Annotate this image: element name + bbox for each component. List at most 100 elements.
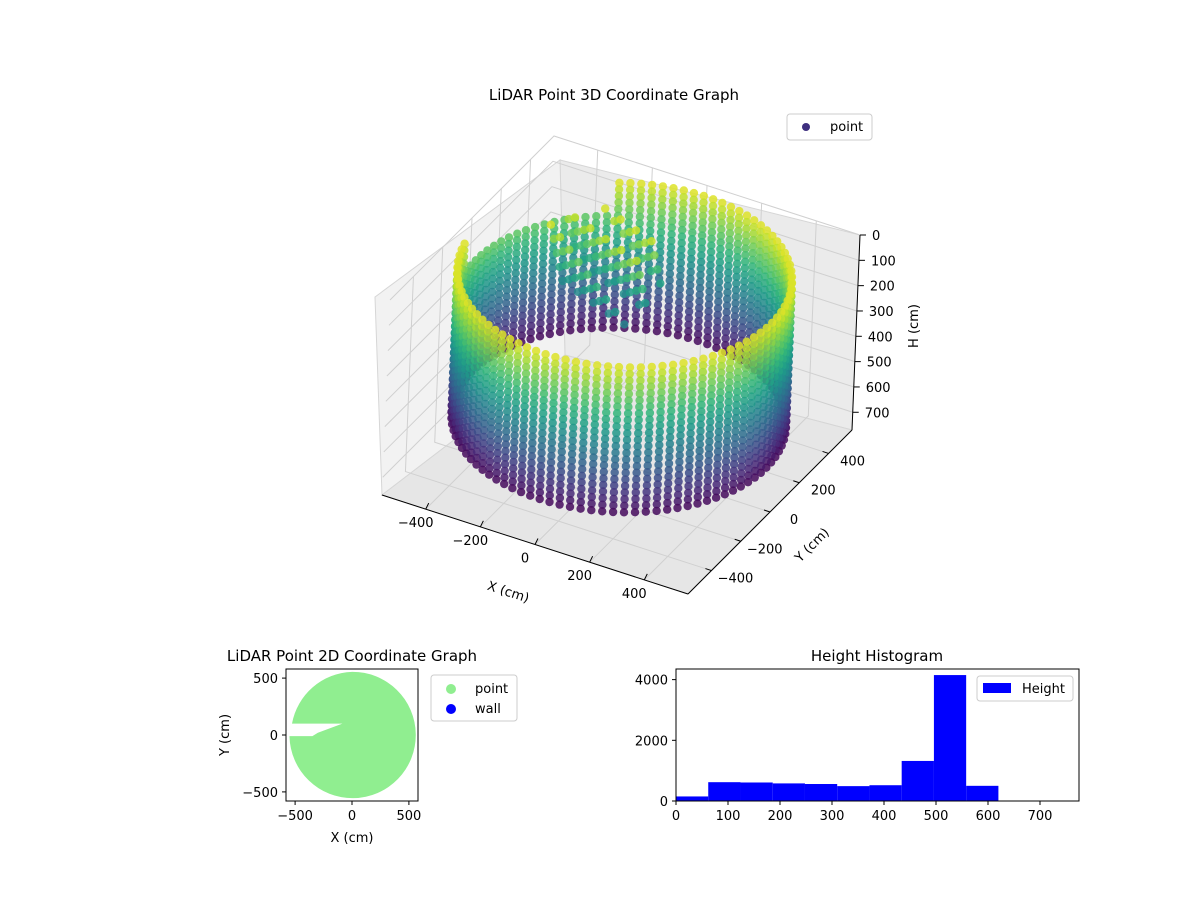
point-3d [686,429,695,438]
histogram-bar [933,675,967,801]
point-3d [707,234,716,243]
point-3d [591,394,601,403]
z-tick-label-3d: 200 [870,280,895,295]
point-3d [601,264,610,274]
point-3d [520,259,529,268]
point-3d [699,354,708,363]
point-3d [489,248,498,257]
point-3d [636,205,645,215]
point-3d [745,321,755,330]
point-3d [598,507,607,516]
point-3d [551,352,560,362]
x-tick-labels-histogram: 0 100 200 300 400 500 600 700 [672,801,1052,824]
point-3d [566,476,576,485]
point-3d [577,298,587,307]
point-3d [679,358,688,368]
point-3d [668,360,678,369]
point-3d [642,487,651,497]
point-3d [537,442,546,451]
point-3d [504,361,514,370]
plot-area-2d [289,671,416,799]
point-3d [675,285,684,294]
point-3d [678,212,687,221]
point-3d [512,391,521,401]
point-3d [713,467,722,476]
point-3d [501,446,510,456]
point-3d [549,385,559,395]
point-3d [716,251,725,260]
point-3d [739,403,749,412]
point-3d [610,290,619,299]
point-3d [539,233,549,242]
point-3d [684,475,693,484]
point-3d [502,413,512,423]
point-3d [708,201,718,211]
point-3d [631,494,640,504]
point-3d [576,324,586,334]
point-3d [489,358,498,367]
x-tick-label-histogram: 600 [976,809,1001,824]
point-3d [602,401,611,411]
point-3d [587,324,596,333]
histogram-bar [837,786,870,801]
point-3d [591,407,600,416]
point-3d [494,303,503,312]
point-3d [739,416,748,425]
legend-histogram-label: Height [1022,682,1065,697]
point-3d [755,361,764,370]
x-tick-label-histogram: 100 [716,809,741,824]
point-3d [697,231,707,240]
point-3d [559,395,569,404]
point-3d [614,185,624,194]
point-3d [527,302,537,311]
point-3d [678,219,687,228]
point-3d [717,211,726,221]
point-3d [489,241,499,250]
point-3d [739,283,749,293]
point-3d [588,473,597,482]
point-3d [637,179,646,188]
point-3d [688,383,697,392]
point-3d [656,279,665,288]
point-3d [504,233,514,242]
point-3d [513,352,522,361]
point-3d [737,329,747,339]
point-3d [496,263,505,272]
point-3d [654,287,663,296]
point-3d [577,305,586,314]
point-3d [666,413,676,422]
point-3d [522,356,531,365]
point-3d [566,489,575,498]
point-3d [520,252,530,261]
point-3d [611,307,620,317]
point-3d [496,257,505,266]
point-3d [755,348,764,357]
point-3d [623,422,632,431]
point-3d [746,405,756,414]
point-3d [703,326,712,336]
point-3d [754,381,763,390]
point-3d [489,371,498,381]
point-3d [558,434,567,443]
point-3d [495,389,505,399]
point-3d [578,465,587,474]
point-3d [762,323,771,333]
point-3d [588,466,598,475]
point-3d [509,464,518,473]
point-3d [654,460,663,469]
point-3d [668,210,677,219]
point-3d [717,225,726,234]
point-3d [747,379,757,388]
point-3d [518,305,527,314]
point-3d [697,407,706,416]
point-3d [545,497,554,507]
point-3d [512,378,521,387]
point-3d [625,288,635,297]
point-3d [666,263,675,272]
point-3d [733,246,742,255]
point-3d [673,331,683,340]
point-3d [609,494,618,503]
point-3d [538,279,547,288]
y-tick-label-3d: 400 [840,454,865,469]
point-3d [625,192,634,201]
